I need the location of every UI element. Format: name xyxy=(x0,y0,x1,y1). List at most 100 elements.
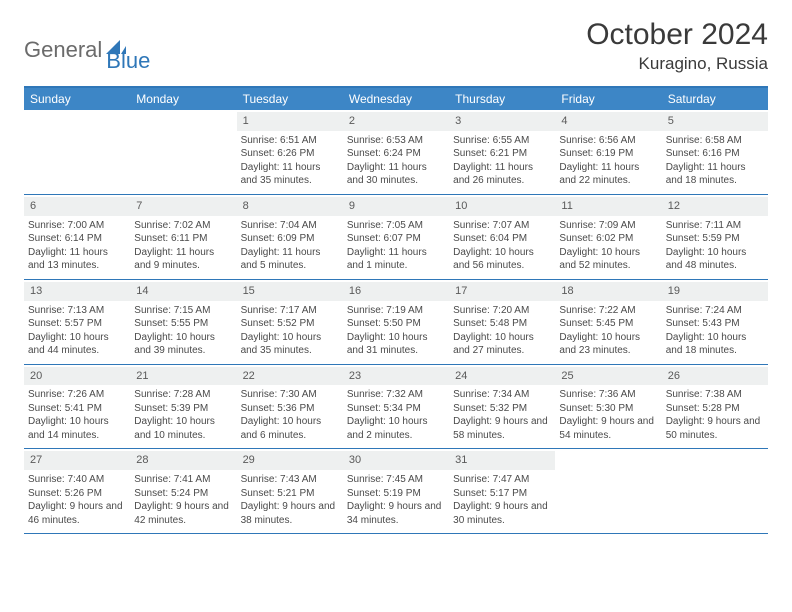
calendar-cell: 21 Sunrise: 7:28 AMSunset: 5:39 PMDayligh… xyxy=(130,365,236,449)
day-number xyxy=(662,451,768,470)
day-number: 25 xyxy=(555,367,661,386)
header: General Blue October 2024 Kuragino, Russ… xyxy=(24,18,768,74)
month-title: October 2024 xyxy=(586,18,768,52)
calendar-cell: 25 Sunrise: 7:36 AMSunset: 5:30 PMDayligh… xyxy=(555,365,661,449)
calendar-cell: 8Sunrise: 7:04 AMSunset: 6:09 PMDaylight… xyxy=(237,195,343,279)
calendar-cell: 2 Sunrise: 6:53 AMSunset: 6:24 PMDaylight… xyxy=(343,110,449,194)
day-details: Sunrise: 7:02 AMSunset: 6:11 PMDaylight:… xyxy=(134,219,232,273)
day-details: Sunrise: 7:00 AMSunset: 6:14 PMDaylight:… xyxy=(28,219,126,273)
day-number: 19 xyxy=(662,282,768,301)
day-details: Sunrise: 7:09 AMSunset: 6:02 PMDaylight:… xyxy=(559,219,657,273)
calendar-cell: 14Sunrise: 7:15 AMSunset: 5:55 PMDayligh… xyxy=(130,280,236,364)
day-number xyxy=(130,112,236,131)
calendar-cell: 17 Sunrise: 7:20 AMSunset: 5:48 PMDayligh… xyxy=(449,280,555,364)
day-details: Sunrise: 7:38 AMSunset: 5:28 PMDaylight:… xyxy=(666,388,764,442)
calendar-cell: 12 Sunrise: 7:11 AMSunset: 5:59 PMDayligh… xyxy=(662,195,768,279)
calendar-cell: 31 Sunrise: 7:47 AMSunset: 5:17 PMDayligh… xyxy=(449,449,555,533)
calendar-cell: 7 Sunrise: 7:02 AMSunset: 6:11 PMDaylight… xyxy=(130,195,236,279)
day-details: Sunrise: 7:24 AMSunset: 5:43 PMDaylight:… xyxy=(666,304,764,358)
day-number: 29 xyxy=(237,451,343,470)
day-details: Sunrise: 7:19 AMSunset: 5:50 PMDaylight:… xyxy=(347,304,445,358)
day-details: Sunrise: 7:41 AMSunset: 5:24 PMDaylight:… xyxy=(134,473,232,527)
day-details: Sunrise: 7:22 AMSunset: 5:45 PMDaylight:… xyxy=(559,304,657,358)
day-details: Sunrise: 7:34 AMSunset: 5:32 PMDaylight:… xyxy=(453,388,551,442)
logo-text-general: General xyxy=(24,37,102,63)
calendar-cell: 1Sunrise: 6:51 AMSunset: 6:26 PMDaylight… xyxy=(237,110,343,194)
day-number: 8 xyxy=(237,197,343,216)
calendar-cell: 3 Sunrise: 6:55 AMSunset: 6:21 PMDaylight… xyxy=(449,110,555,194)
day-number: 6 xyxy=(24,197,130,216)
calendar-cell: 28Sunrise: 7:41 AMSunset: 5:24 PMDayligh… xyxy=(130,449,236,533)
calendar-cell: 20Sunrise: 7:26 AMSunset: 5:41 PMDayligh… xyxy=(24,365,130,449)
day-header: Wednesday xyxy=(343,88,449,110)
day-details: Sunrise: 6:56 AMSunset: 6:19 PMDaylight:… xyxy=(559,134,657,188)
day-number: 15 xyxy=(237,282,343,301)
day-number: 17 xyxy=(449,282,555,301)
calendar-cell: 11 Sunrise: 7:09 AMSunset: 6:02 PMDayligh… xyxy=(555,195,661,279)
day-header: Tuesday xyxy=(237,88,343,110)
day-details: Sunrise: 6:55 AMSunset: 6:21 PMDaylight:… xyxy=(453,134,551,188)
calendar-cell: 16 Sunrise: 7:19 AMSunset: 5:50 PMDayligh… xyxy=(343,280,449,364)
day-number: 2 xyxy=(343,112,449,131)
calendar-cell: 30Sunrise: 7:45 AMSunset: 5:19 PMDayligh… xyxy=(343,449,449,533)
day-number: 3 xyxy=(449,112,555,131)
calendar-cell xyxy=(130,110,236,194)
logo-text-blue: Blue xyxy=(106,48,150,74)
day-details: Sunrise: 7:45 AMSunset: 5:19 PMDaylight:… xyxy=(347,473,445,527)
calendar-cell: 29 Sunrise: 7:43 AMSunset: 5:21 PMDayligh… xyxy=(237,449,343,533)
day-details: Sunrise: 7:07 AMSunset: 6:04 PMDaylight:… xyxy=(453,219,551,273)
day-details: Sunrise: 7:47 AMSunset: 5:17 PMDaylight:… xyxy=(453,473,551,527)
day-header: Monday xyxy=(130,88,236,110)
calendar-cell: 27Sunrise: 7:40 AMSunset: 5:26 PMDayligh… xyxy=(24,449,130,533)
day-number: 5 xyxy=(662,112,768,131)
day-header: Thursday xyxy=(449,88,555,110)
location: Kuragino, Russia xyxy=(586,54,768,74)
day-number: 22 xyxy=(237,367,343,386)
day-details: Sunrise: 7:05 AMSunset: 6:07 PMDaylight:… xyxy=(347,219,445,273)
logo: General Blue xyxy=(24,18,150,74)
calendar-cell: 22 Sunrise: 7:30 AMSunset: 5:36 PMDayligh… xyxy=(237,365,343,449)
day-number: 7 xyxy=(130,197,236,216)
calendar-cell: 23 Sunrise: 7:32 AMSunset: 5:34 PMDayligh… xyxy=(343,365,449,449)
day-details: Sunrise: 7:20 AMSunset: 5:48 PMDaylight:… xyxy=(453,304,551,358)
calendar-week: 1Sunrise: 6:51 AMSunset: 6:26 PMDaylight… xyxy=(24,110,768,195)
day-details: Sunrise: 7:13 AMSunset: 5:57 PMDaylight:… xyxy=(28,304,126,358)
calendar-cell: 18 Sunrise: 7:22 AMSunset: 5:45 PMDayligh… xyxy=(555,280,661,364)
day-number xyxy=(555,451,661,470)
day-number: 10 xyxy=(449,197,555,216)
day-details: Sunrise: 7:32 AMSunset: 5:34 PMDaylight:… xyxy=(347,388,445,442)
calendar-cell: 4 Sunrise: 6:56 AMSunset: 6:19 PMDaylight… xyxy=(555,110,661,194)
day-details: Sunrise: 7:36 AMSunset: 5:30 PMDaylight:… xyxy=(559,388,657,442)
day-number: 21 xyxy=(130,367,236,386)
day-number: 12 xyxy=(662,197,768,216)
day-header-row: SundayMondayTuesdayWednesdayThursdayFrid… xyxy=(24,88,768,110)
day-number: 20 xyxy=(24,367,130,386)
calendar-week: 27Sunrise: 7:40 AMSunset: 5:26 PMDayligh… xyxy=(24,449,768,534)
day-number xyxy=(24,112,130,131)
day-header: Sunday xyxy=(24,88,130,110)
day-number: 31 xyxy=(449,451,555,470)
day-details: Sunrise: 7:30 AMSunset: 5:36 PMDaylight:… xyxy=(241,388,339,442)
calendar-cell xyxy=(662,449,768,533)
day-number: 18 xyxy=(555,282,661,301)
calendar-cell: 15Sunrise: 7:17 AMSunset: 5:52 PMDayligh… xyxy=(237,280,343,364)
day-details: Sunrise: 7:43 AMSunset: 5:21 PMDaylight:… xyxy=(241,473,339,527)
calendar-cell: 10 Sunrise: 7:07 AMSunset: 6:04 PMDayligh… xyxy=(449,195,555,279)
calendar-cell: 24Sunrise: 7:34 AMSunset: 5:32 PMDayligh… xyxy=(449,365,555,449)
title-block: October 2024 Kuragino, Russia xyxy=(586,18,768,74)
day-details: Sunrise: 7:11 AMSunset: 5:59 PMDaylight:… xyxy=(666,219,764,273)
day-number: 14 xyxy=(130,282,236,301)
day-number: 16 xyxy=(343,282,449,301)
day-number: 4 xyxy=(555,112,661,131)
day-details: Sunrise: 6:53 AMSunset: 6:24 PMDaylight:… xyxy=(347,134,445,188)
day-details: Sunrise: 7:40 AMSunset: 5:26 PMDaylight:… xyxy=(28,473,126,527)
calendar-cell: 19 Sunrise: 7:24 AMSunset: 5:43 PMDayligh… xyxy=(662,280,768,364)
calendar-week: 20Sunrise: 7:26 AMSunset: 5:41 PMDayligh… xyxy=(24,365,768,450)
day-header: Friday xyxy=(555,88,661,110)
day-number: 23 xyxy=(343,367,449,386)
calendar-cell xyxy=(24,110,130,194)
day-details: Sunrise: 7:28 AMSunset: 5:39 PMDaylight:… xyxy=(134,388,232,442)
day-number: 13 xyxy=(24,282,130,301)
calendar: SundayMondayTuesdayWednesdayThursdayFrid… xyxy=(24,86,768,534)
day-number: 11 xyxy=(555,197,661,216)
